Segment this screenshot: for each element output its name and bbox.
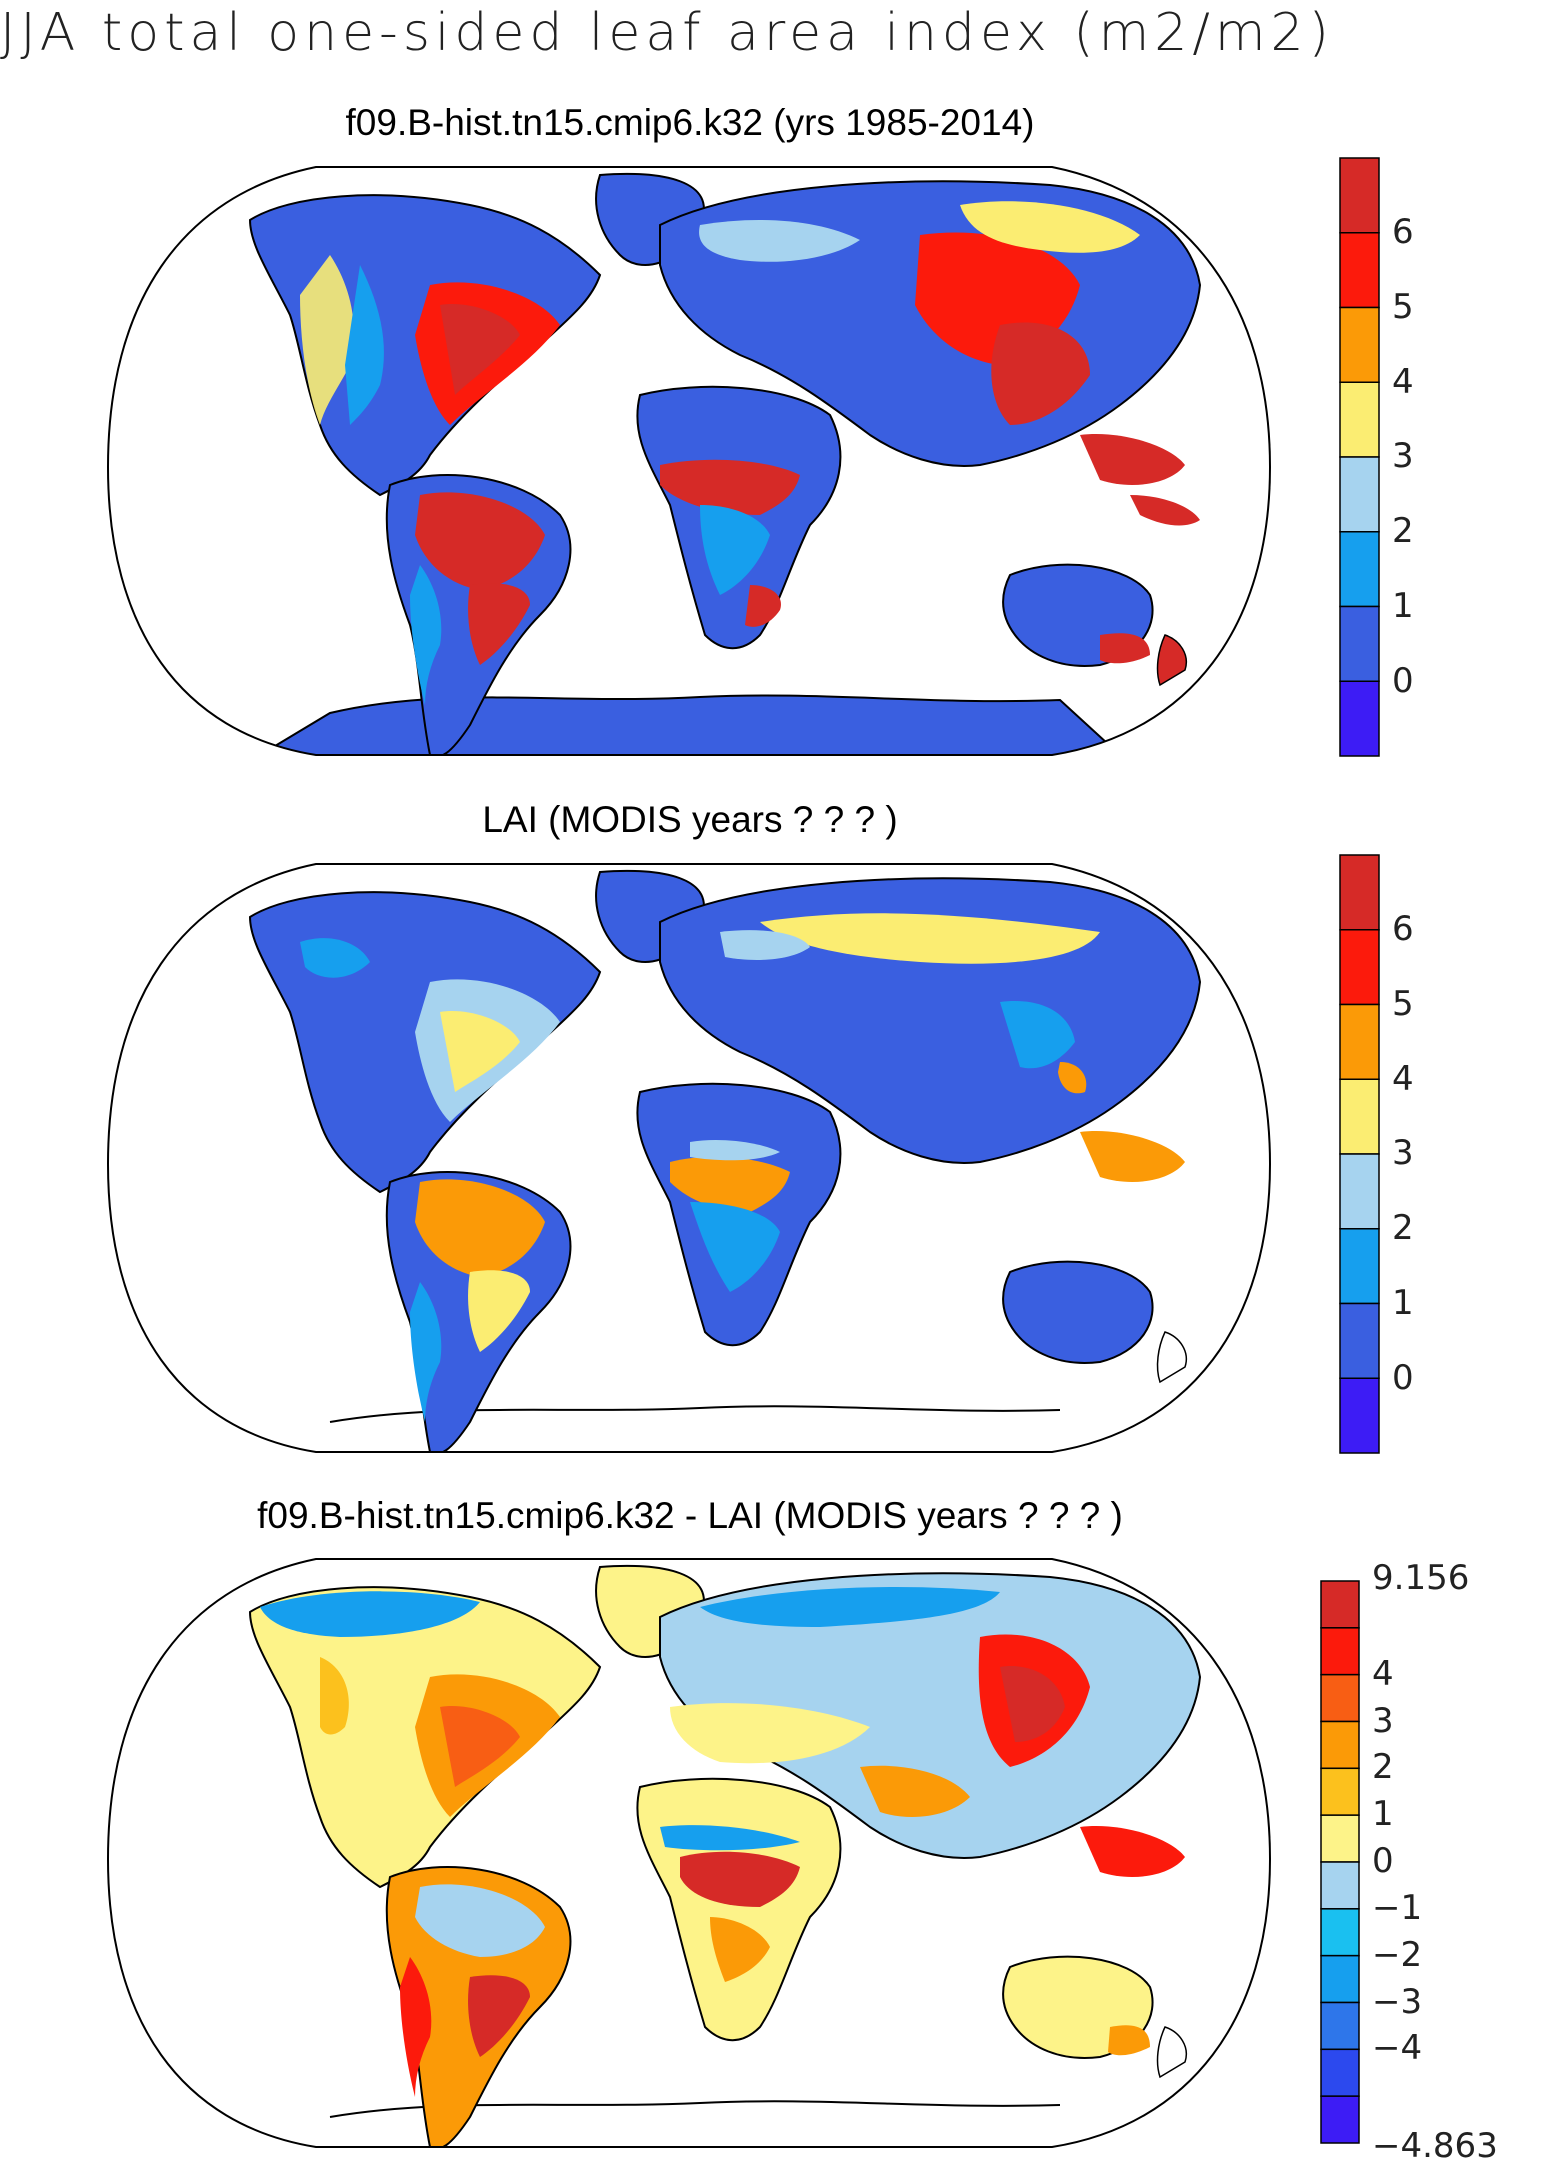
panel-1-colorbar-label: 5	[1392, 286, 1414, 327]
panel-3-colorbar-box	[1320, 1908, 1360, 1957]
panel-3-colorbar-box	[1320, 1954, 1360, 2004]
panel-2-colorbar-label: 4	[1392, 1058, 1414, 1099]
panel-3-colorbar-label: −4	[1372, 2028, 1423, 2069]
panel-1-colorbar-label: 2	[1392, 511, 1414, 551]
panel-2-colorbar-boxes	[1339, 854, 1380, 1454]
panel-3-colorbar-label: 3	[1372, 1700, 1394, 1741]
panel-2-map	[106, 863, 1272, 1453]
panel-1-colorbar-box	[1339, 381, 1380, 458]
figure-title: JJA total one-sided leaf area index (m2/…	[0, 3, 1334, 63]
panel-1-colorbar-box	[1339, 306, 1380, 383]
panel-3-colorbar-box	[1320, 1627, 1360, 1676]
panel-3-colorbar-label: 1	[1372, 1794, 1394, 1835]
panel-3-colorbar-box	[1320, 1720, 1360, 1770]
panel-3-map	[106, 1558, 1272, 2148]
panel-2-colorbar-box	[1339, 1153, 1380, 1230]
panel-1-colorbar-boxes	[1339, 157, 1380, 757]
panel-2-colorbar-label: 2	[1392, 1208, 1414, 1248]
panel-3-colorbar-box	[1320, 2095, 1360, 2144]
panel-1-title: f09.B-hist.tn15.cmip6.k32 (yrs 1985-2014…	[345, 102, 1035, 143]
panel-3-colorbar-label: −2	[1372, 1934, 1423, 1975]
panel-2-colorbar-box	[1339, 929, 1380, 1006]
panel-2-title: LAI (MODIS years ? ? ? )	[482, 799, 898, 840]
panel-1-colorbar-label: 4	[1392, 361, 1414, 402]
panel-3-colorbar-box	[1320, 2001, 1360, 2051]
panel-1-colorbar-box	[1339, 680, 1380, 757]
panel-3-colorbar-boxes	[1320, 1580, 1360, 2144]
panel-3-colorbar-box	[1320, 2048, 1360, 2097]
panel-3-colorbar	[1320, 1580, 1360, 2144]
panel-3-colorbar-label: 0	[1372, 1841, 1394, 1881]
panel-1-colorbar-box	[1339, 605, 1380, 682]
panel-2-colorbar-box	[1339, 1078, 1380, 1155]
panel-2-colorbar	[1339, 854, 1380, 1454]
panel-1-colorbar-label: 1	[1392, 585, 1414, 626]
panel-3-colorbar-label: −1	[1372, 1887, 1423, 1928]
panel-2-colorbar-box	[1339, 1228, 1380, 1305]
panel-1-colorbar-box	[1339, 531, 1380, 608]
panel-2-colorbar-box	[1339, 1003, 1380, 1080]
panel-2-colorbar-label: 3	[1392, 1133, 1414, 1174]
panel-3-colorbar-label: 2	[1372, 1747, 1394, 1788]
panel-3-colorbar-box	[1320, 1814, 1360, 1863]
panel-1-colorbar-box	[1339, 157, 1380, 234]
panel-2-colorbar-box	[1339, 1377, 1380, 1454]
panel-2-colorbar-label: 5	[1392, 983, 1414, 1024]
panel-2-colorbar-box	[1339, 1302, 1380, 1379]
panel-2-colorbar-label: 1	[1392, 1282, 1414, 1323]
panel-2-colorbar-label: 6	[1392, 909, 1414, 949]
panel-1-map-border	[106, 166, 1272, 756]
panel-1-map	[106, 166, 1272, 756]
panel-3-title: f09.B-hist.tn15.cmip6.k32 - LAI (MODIS y…	[257, 1495, 1123, 1536]
panel-2-map-border	[106, 863, 1272, 1453]
panel-2-colorbar-box	[1339, 854, 1380, 931]
panel-2-colorbar-label: 0	[1392, 1357, 1414, 1398]
panel-1-colorbar-box	[1339, 232, 1380, 309]
panel-3-colorbar-label: 9.156	[1372, 1558, 1470, 1598]
panel-3-colorbar-box	[1320, 1580, 1360, 1629]
antarctica-region	[256, 694, 1123, 755]
panel-3-colorbar-box	[1320, 1673, 1360, 1723]
panel-3-colorbar-box	[1320, 1861, 1360, 1910]
panel-1-colorbar-label: 0	[1392, 660, 1414, 701]
panel-1-colorbar-box	[1339, 456, 1380, 533]
panel-3-colorbar-box	[1320, 1767, 1360, 1816]
panel-3-colorbar-label: 4	[1372, 1653, 1394, 1694]
panel-1-colorbar-label: 3	[1392, 436, 1414, 477]
panel-3-colorbar-label: −3	[1372, 1981, 1423, 2022]
panel-3-colorbar-label: −4.863	[1372, 2126, 1498, 2166]
panel-1-colorbar	[1339, 157, 1380, 757]
panel-1-colorbar-label: 6	[1392, 212, 1414, 252]
australia-region	[1002, 1260, 1154, 1364]
